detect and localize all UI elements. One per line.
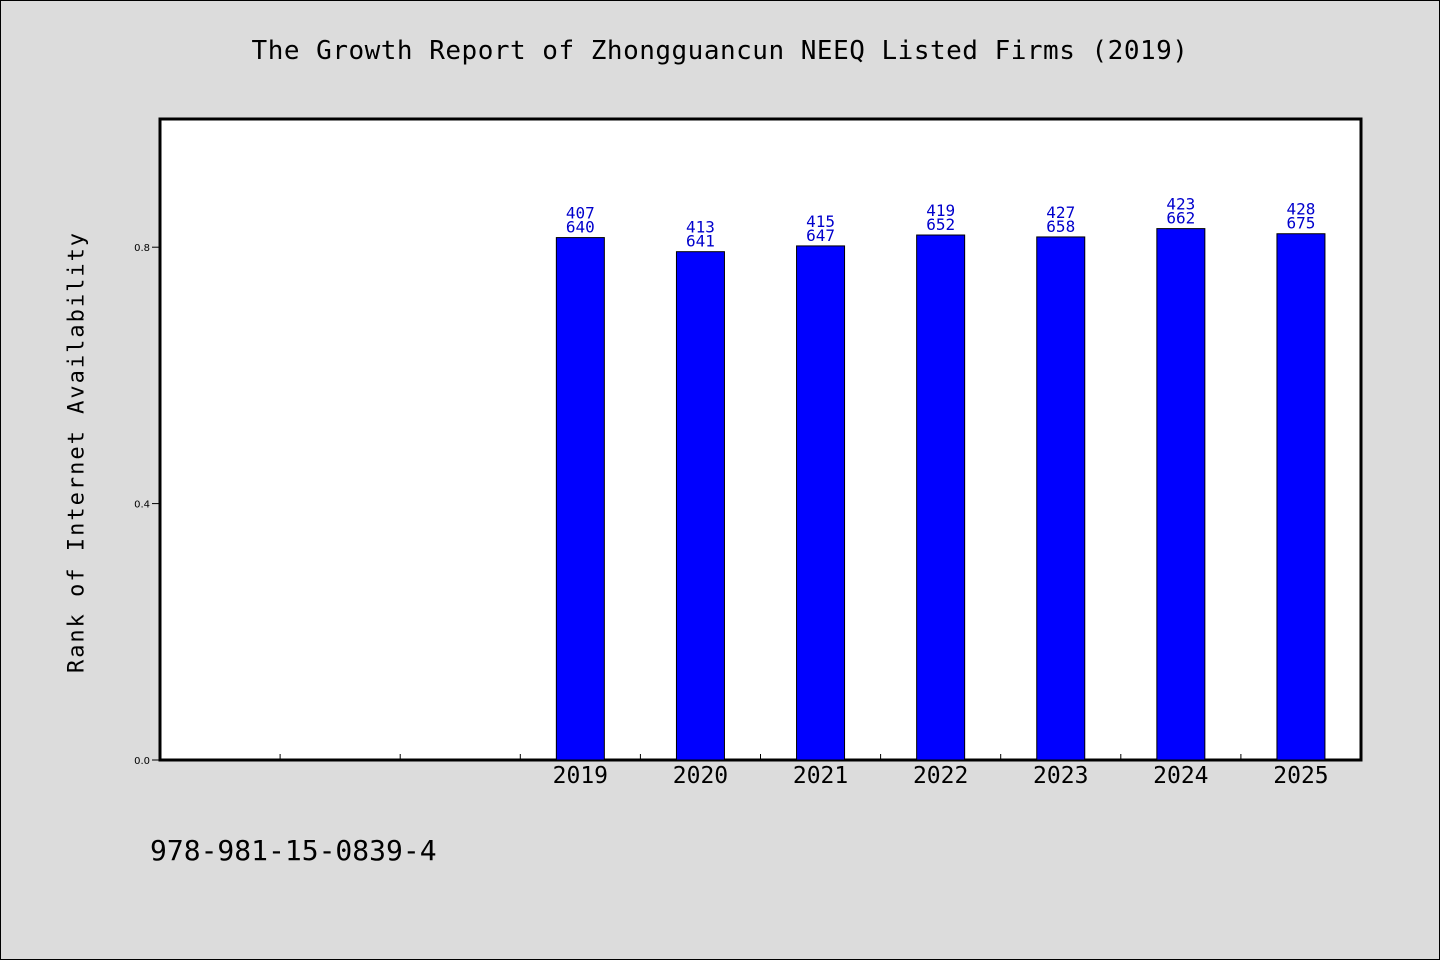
bar-2023	[1036, 236, 1086, 761]
bar-data-label-bottom: 675	[1286, 214, 1315, 233]
chart-title: The Growth Report of Zhongguancun NEEQ L…	[251, 36, 1189, 66]
x-tick-label: 2025	[1273, 763, 1328, 789]
x-tick-label: 2022	[913, 763, 968, 789]
bar-data-label-bottom: 640	[566, 218, 595, 237]
bar-2024	[1156, 228, 1206, 761]
y-axis-ticks: 0.0 0.4 0.8	[134, 243, 160, 767]
bar-data-label-top: 428	[1286, 200, 1315, 219]
bar-2022	[916, 234, 966, 761]
bar-2019	[555, 237, 605, 761]
bar-data-label-bottom: 652	[926, 215, 955, 234]
bar-data-label-top: 407	[566, 204, 595, 223]
bar-data-label-bottom: 641	[686, 232, 715, 251]
bar-2025	[1276, 233, 1326, 761]
x-tick-label: 2019	[553, 763, 608, 789]
y-tick-label: 0.8	[134, 243, 150, 254]
bar-2020	[675, 251, 725, 761]
y-tick-label: 0.0	[134, 756, 150, 767]
x-tick-label: 2021	[793, 763, 848, 789]
x-tick-label: 2024	[1153, 763, 1208, 789]
bar-data-label-top: 415	[806, 212, 835, 231]
bar-data-label-top: 427	[1046, 203, 1075, 222]
bar-data-label-bottom: 647	[806, 226, 835, 245]
bar-2021	[796, 245, 846, 761]
y-tick-label: 0.4	[134, 500, 150, 511]
bar-data-label-top: 419	[926, 201, 955, 220]
x-tick-label: 2023	[1033, 763, 1088, 789]
bar-data-label-top: 423	[1166, 195, 1195, 214]
bar-data-label-bottom: 658	[1046, 217, 1075, 236]
x-axis-ticks	[279, 754, 1242, 760]
x-tick-label: 2020	[673, 763, 728, 789]
bar-data-label-top: 413	[686, 218, 715, 237]
footer-isbn: 978-981-15-0839-4	[150, 834, 437, 867]
bar-data-label-bottom: 662	[1166, 209, 1195, 228]
